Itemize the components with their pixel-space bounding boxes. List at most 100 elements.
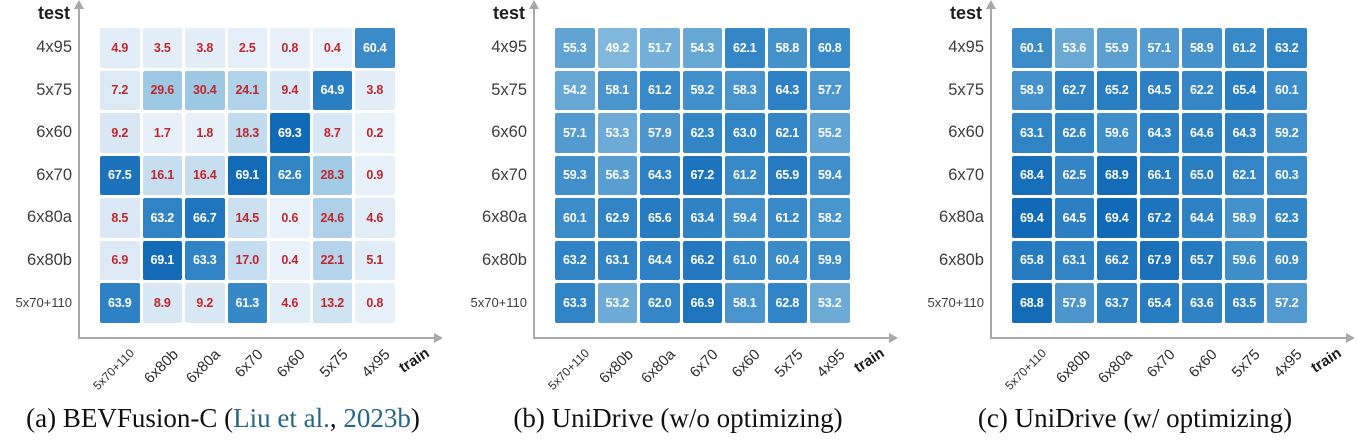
heatmap-cell: 65.0 (1182, 155, 1222, 195)
heatmap-cell: 58.9 (1224, 198, 1264, 238)
heatmap-cell: 60.3 (1267, 155, 1307, 195)
heatmap-cell: 63.1 (1054, 240, 1094, 280)
heatmap-cell: 63.7 (1097, 283, 1137, 323)
heatmap-cell: 14.5 (227, 198, 267, 238)
heatmap-cell: 69.3 (270, 113, 310, 153)
panel-a-bevfusion-c: test train 4x95 5x75 6x60 6x70 6x80a 6x80b 5x7… (0, 0, 446, 448)
heatmap-cell: 69.4 (1097, 198, 1137, 238)
caption-text: 2023b (343, 403, 411, 433)
x-tick-label: 6x70 (1143, 346, 1179, 382)
caption-text: (c) UniDrive (w/ optimizing) (977, 403, 1293, 433)
heatmap-cell: 9.2 (185, 283, 225, 323)
x-tick-label: 6x80a (183, 346, 225, 387)
x-tick-label: 6x80b (140, 346, 182, 387)
x-axis-line (533, 337, 890, 339)
caption-text: Liu et al. (233, 403, 330, 433)
x-tick-label: 6x60 (728, 346, 765, 382)
heatmap-cell: 0.8 (355, 283, 395, 323)
heatmap-cell: 62.9 (597, 198, 637, 238)
x-tick-label: 4x95 (813, 346, 850, 382)
heatmap-cell: 65.7 (1182, 240, 1222, 280)
y-tick-labels: 4x95 5x75 6x60 6x70 6x80a 6x80b 5x70+110 (0, 28, 72, 323)
x-tick-label: 5x70+110 (1002, 346, 1049, 393)
x-axis-line (990, 337, 1347, 339)
heatmap-cell: 64.5 (1139, 70, 1179, 110)
heatmap-cell: 65.8 (1012, 240, 1052, 280)
heatmap-cell: 62.8 (767, 283, 807, 323)
heatmap-cell: 1.8 (185, 113, 225, 153)
heatmap-cell: 60.1 (1012, 28, 1052, 68)
heatmap-cell: 68.4 (1012, 155, 1052, 195)
y-tick-label: 6x70 (491, 165, 527, 184)
y-axis-line (533, 8, 535, 338)
y-tick-label: 5x70+110 (927, 295, 984, 311)
heatmap-cell: 63.2 (142, 198, 182, 238)
heatmap-cell: 63.2 (1267, 28, 1307, 68)
heatmap-cell: 62.3 (682, 113, 722, 153)
heatmap-cell: 0.6 (270, 198, 310, 238)
heatmap-cell: 13.2 (312, 283, 352, 323)
y-tick-label: 5x70+110 (470, 295, 527, 311)
heatmap-cell: 59.6 (1224, 240, 1264, 280)
heatmap-cell: 7.2 (100, 70, 140, 110)
heatmap-cell: 58.2 (810, 198, 850, 238)
heatmap-cell: 61.2 (640, 70, 680, 110)
heatmap-cell: 58.1 (725, 283, 765, 323)
heatmap-cell: 9.2 (100, 113, 140, 153)
heatmap-cell: 0.4 (270, 240, 310, 280)
y-axis-arrow-icon (529, 0, 539, 9)
y-tick-label: 6x80a (482, 208, 527, 227)
y-tick-label: 4x95 (491, 38, 527, 57)
y-tick-label: 5x75 (36, 80, 72, 99)
heatmap-cell: 67.2 (682, 155, 722, 195)
heatmap-cell: 60.1 (555, 198, 595, 238)
panel-caption: (c) UniDrive (w/ optimizing) (912, 403, 1358, 434)
heatmap-cell: 30.4 (185, 70, 225, 110)
heatmap-cell: 57.9 (640, 113, 680, 153)
x-tick-label: 6x60 (273, 346, 310, 382)
heatmap-cell: 4.6 (355, 198, 395, 238)
heatmap-cell: 55.9 (1097, 28, 1137, 68)
y-tick-label: 5x75 (948, 80, 984, 99)
heatmap-cell: 68.8 (1012, 283, 1052, 323)
heatmap-cell: 67.2 (1139, 198, 1179, 238)
heatmap-cell: 53.3 (597, 113, 637, 153)
heatmap-cell: 64.9 (312, 70, 352, 110)
heatmap-cell: 16.1 (142, 155, 182, 195)
heatmap-cell: 63.0 (725, 113, 765, 153)
heatmap-cell: 62.6 (270, 155, 310, 195)
heatmap-cell: 69.1 (227, 155, 267, 195)
heatmap-cell: 63.1 (1012, 113, 1052, 153)
heatmap-cell: 1.7 (142, 113, 182, 153)
y-tick-label: 6x60 (948, 123, 984, 142)
heatmap-cell: 53.2 (810, 283, 850, 323)
heatmap-cell: 0.9 (355, 155, 395, 195)
y-tick-label: 5x70+110 (15, 295, 72, 311)
heatmap-cell: 66.1 (1139, 155, 1179, 195)
y-axis-arrow-icon (986, 0, 996, 9)
x-tick-labels: 5x70+110 6x80b 6x80a 6x70 6x60 5x75 4x95 (455, 346, 901, 408)
heatmap-cell: 68.9 (1097, 155, 1137, 195)
heatmap-cell: 64.3 (1139, 113, 1179, 153)
x-tick-label: 6x70 (686, 346, 722, 382)
heatmap-cell: 62.1 (725, 28, 765, 68)
heatmap-cell: 17.0 (227, 240, 267, 280)
heatmap-cell: 67.5 (100, 155, 140, 195)
heatmap-cell: 62.1 (1224, 155, 1264, 195)
x-axis-arrow-icon (889, 333, 898, 343)
y-tick-label: 4x95 (36, 38, 72, 57)
y-tick-label: 6x80b (939, 250, 984, 269)
heatmap-cell: 61.2 (767, 198, 807, 238)
caption-text: ) (410, 403, 420, 433)
heatmap-cell: 58.1 (597, 70, 637, 110)
heatmap-cell: 63.5 (1224, 283, 1264, 323)
heatmap-cell: 64.5 (1054, 198, 1094, 238)
x-tick-label: 5x75 (316, 346, 352, 382)
heatmap-cell: 61.2 (725, 155, 765, 195)
caption-text: (b) UniDrive (w/o optimizing) (513, 403, 843, 433)
heatmap-cell: 64.3 (640, 155, 680, 195)
heatmap-cell: 57.2 (1267, 283, 1307, 323)
heatmap-cell: 0.8 (270, 28, 310, 68)
x-tick-label: 6x70 (231, 346, 267, 382)
y-tick-labels: 4x95 5x75 6x60 6x70 6x80a 6x80b 5x70+110 (912, 28, 984, 323)
